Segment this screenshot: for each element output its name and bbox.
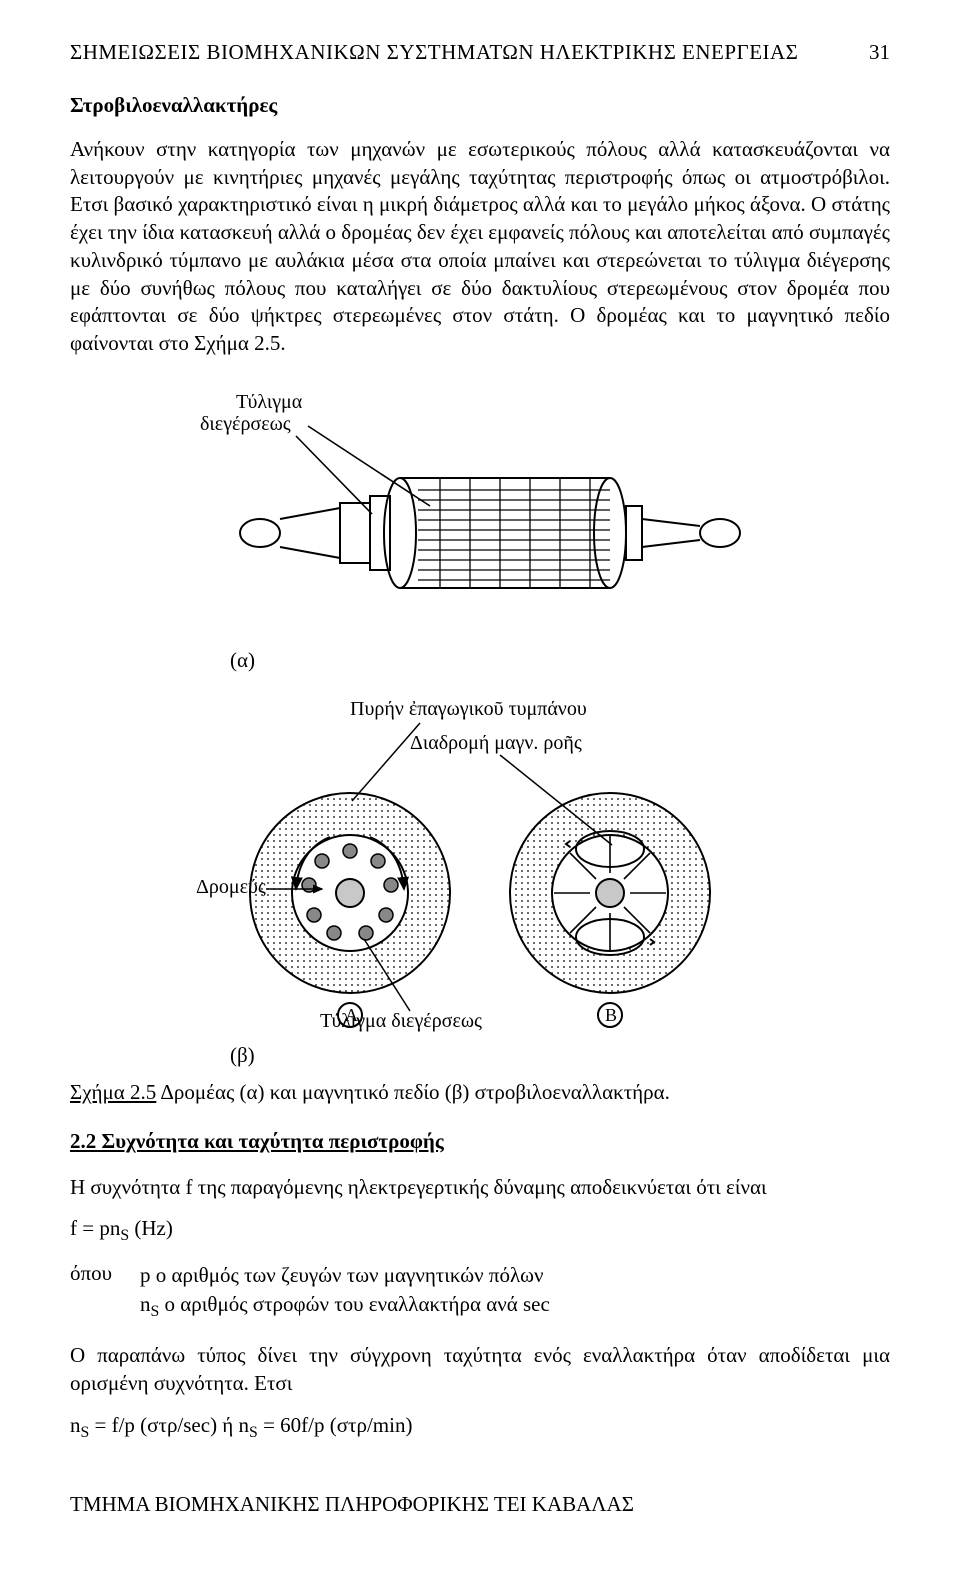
- page-number: 31: [869, 40, 890, 65]
- body-paragraph-1: Ανήκουν στην κατηγορία των μηχανών με εσ…: [70, 136, 890, 358]
- running-header: ΣΗΜΕΙΩΣΕΙΣ ΒΙΟΜΗΧΑΝΙΚΩΝ ΣΥΣΤΗΜΑΤΩΝ ΗΛΕΚΤ…: [70, 40, 890, 65]
- where-line-2: nS ο αριθμός στροφών του εναλλακτήρα ανά…: [140, 1290, 550, 1322]
- figlabel-core: Πυρήν ἐπαγωγικοῦ τυμπάνου: [350, 698, 587, 720]
- figure-alpha: Τύλιγμα διεγέρσεως: [70, 378, 890, 638]
- subsection-title: 2.2 Συχνότητα και ταχύτητα περιστροφής: [70, 1129, 890, 1154]
- section-title: Στροβιλοεναλλακτήρες: [70, 93, 890, 118]
- where-block: όπου p ο αριθμός των ζευγών των μαγνητικ…: [70, 1261, 890, 1322]
- cross-section-drawing: Πυρήν ἐπαγωγικοῦ τυμπάνου Διαδρομή μαγν.…: [180, 693, 780, 1033]
- header-title: ΣΗΜΕΙΩΣΕΙΣ ΒΙΟΜΗΧΑΝΙΚΩΝ ΣΥΣΤΗΜΑΤΩΝ ΗΛΕΚΤ…: [70, 40, 798, 65]
- caption-fignum: Σχήμα 2.5: [70, 1080, 156, 1104]
- label-A: A: [345, 1005, 358, 1025]
- formula-1: f = pnS (Hz): [70, 1215, 890, 1247]
- formula-2: nS = f/p (στρ/sec) ή nS = 60f/p (στρ/min…: [70, 1412, 890, 1444]
- subfig-label-alpha: (α): [230, 648, 890, 673]
- label-B: B: [605, 1005, 617, 1025]
- figlabel-winding2: διεγέρσεως: [200, 413, 291, 435]
- where-key: όπου: [70, 1261, 112, 1322]
- where-line-1: p ο αριθμός των ζευγών των μαγνητικών πό…: [140, 1261, 550, 1289]
- figlabel-winding1: Τύλιγμα: [236, 391, 303, 413]
- caption-text: Δρομέας (α) και μαγνητικό πεδίο (β) στρο…: [156, 1080, 670, 1104]
- figlabel-path: Διαδρομή μαγν. ροῆς: [410, 732, 582, 754]
- subfig-label-beta: (β): [230, 1043, 890, 1068]
- body-paragraph-3: Ο παραπάνω τύπος δίνει την σύγχρονη ταχύ…: [70, 1342, 890, 1397]
- figure-caption: Σχήμα 2.5 Δρομέας (α) και μαγνητικό πεδί…: [70, 1080, 890, 1105]
- running-footer: ΤΜΗΜΑ ΒΙΟΜΗΧΑΝΙΚΗΣ ΠΛΗΡΟΦΟΡΙΚΗΣ ΤΕΙ ΚΑΒΑ…: [70, 1492, 890, 1517]
- figlabel-rotor: Δρομεύς: [196, 876, 266, 898]
- body-paragraph-2: Η συχνότητα f της παραγόμενης ηλεκτρεγερ…: [70, 1174, 890, 1202]
- figure-beta: Πυρήν ἐπαγωγικοῦ τυμπάνου Διαδρομή μαγν.…: [70, 693, 890, 1033]
- rotor-drawing: Τύλιγμα διεγέρσεως: [140, 378, 820, 638]
